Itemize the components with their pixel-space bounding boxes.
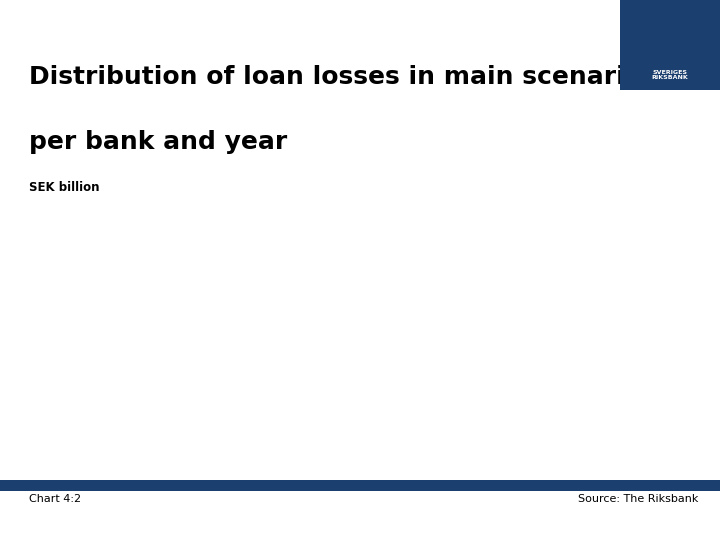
Circle shape [684,6,693,13]
Text: Source: The Riksbank: Source: The Riksbank [578,494,698,504]
Text: SEK billion: SEK billion [29,181,99,194]
Circle shape [665,3,675,9]
Text: Distribution of loan losses in main scenario: Distribution of loan losses in main scen… [29,65,642,89]
Text: per bank and year: per bank and year [29,130,287,153]
Text: SVERIGES
RIKSBANK: SVERIGES RIKSBANK [652,70,688,80]
Circle shape [698,17,707,23]
Circle shape [633,17,642,23]
Text: Chart 4:2: Chart 4:2 [29,494,81,504]
Circle shape [647,6,656,13]
